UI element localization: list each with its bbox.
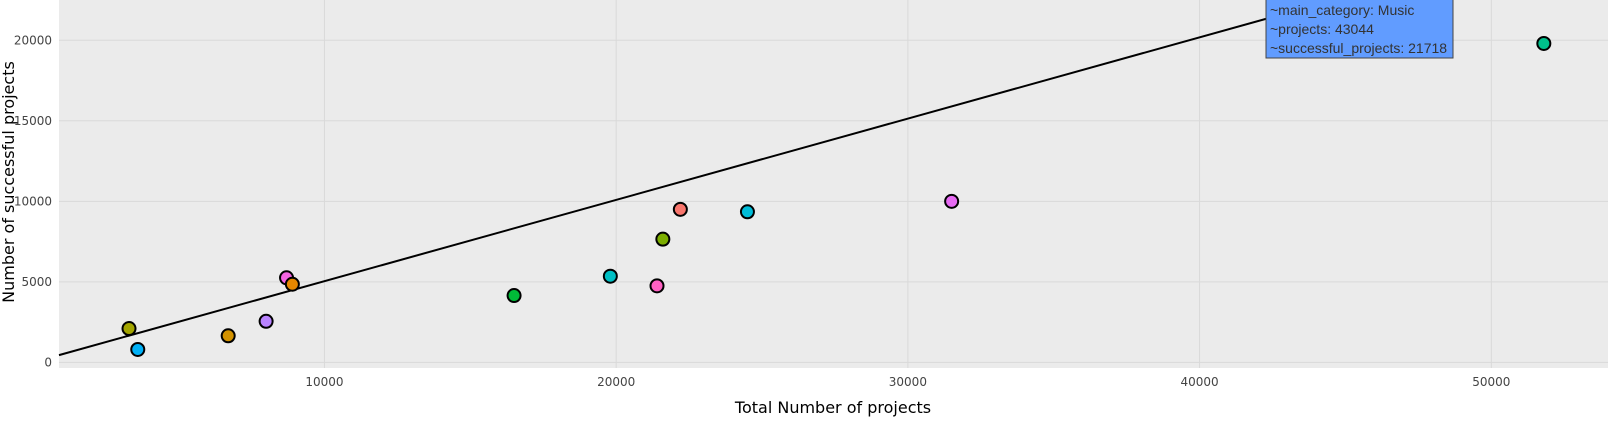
data-point[interactable] xyxy=(220,328,236,344)
x-tick-label: 40000 xyxy=(1181,375,1219,389)
data-point[interactable] xyxy=(506,288,522,304)
y-tick-label: 5000 xyxy=(21,275,52,289)
data-point[interactable] xyxy=(739,204,755,220)
data-point[interactable] xyxy=(649,278,665,294)
y-axis-title: Number of successful projects xyxy=(0,61,18,303)
x-axis-title: Total Number of projects xyxy=(734,398,931,417)
y-axis-ticks: 0 5000 10000 15000 20000 xyxy=(14,33,52,369)
x-tick-label: 20000 xyxy=(597,375,635,389)
data-point[interactable] xyxy=(672,201,688,217)
y-tick-label: 0 xyxy=(44,355,52,369)
data-points[interactable] xyxy=(121,5,1552,357)
data-point[interactable] xyxy=(944,193,960,209)
data-point[interactable] xyxy=(284,276,300,292)
x-tick-label: 50000 xyxy=(1472,375,1510,389)
tooltip-line: ~projects: 43044 xyxy=(1270,21,1374,37)
data-point[interactable] xyxy=(655,231,671,247)
trend-line xyxy=(58,11,1289,357)
hover-tooltip: ~main_category: Music ~projects: 43044 ~su… xyxy=(1265,0,1454,59)
tooltip-box xyxy=(1265,0,1454,59)
plot-panel xyxy=(59,0,1608,368)
x-tick-label: 30000 xyxy=(889,375,927,389)
tooltip-line: ~successful_projects: 21718 xyxy=(1270,40,1447,56)
data-point[interactable] xyxy=(121,321,137,337)
tooltip-line: ~main_category: Music xyxy=(1270,2,1414,18)
data-point[interactable] xyxy=(258,313,274,329)
data-point[interactable] xyxy=(130,341,146,357)
y-tick-label: 10000 xyxy=(14,194,52,208)
data-point[interactable] xyxy=(602,268,618,284)
y-tick-label: 15000 xyxy=(14,114,52,128)
data-point[interactable] xyxy=(1536,35,1552,51)
y-tick-label: 20000 xyxy=(14,33,52,47)
x-axis-ticks: 10000 20000 30000 40000 50000 xyxy=(305,375,1510,389)
x-tick-label: 10000 xyxy=(305,375,343,389)
